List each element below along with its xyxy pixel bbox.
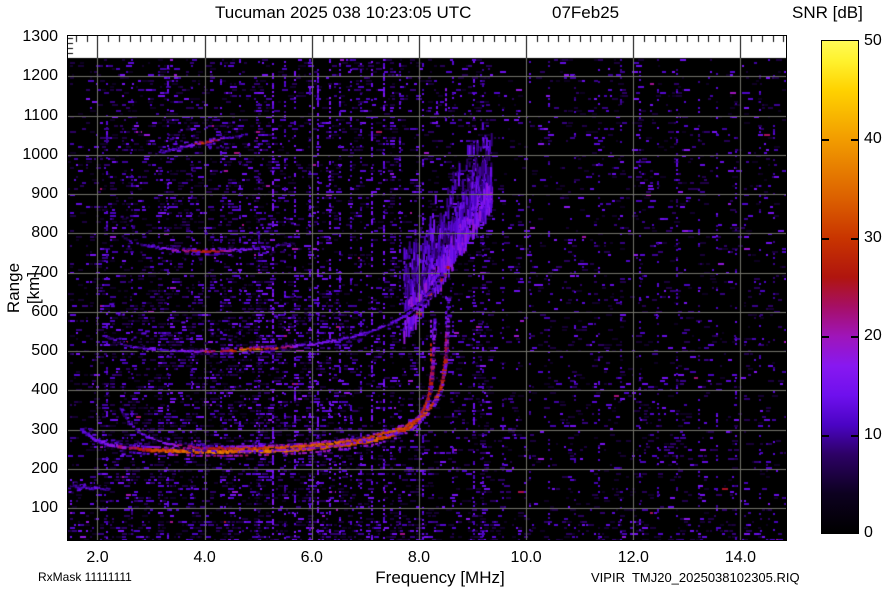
colorbar-tick-label: 10: [864, 425, 882, 443]
colorbar-tick-label: 20: [864, 327, 882, 345]
colorbar-gradient: [822, 41, 858, 533]
x-tick-label: 2.0: [86, 549, 109, 566]
colorbar-tick-mark: [851, 238, 858, 240]
colorbar-tick-mark: [851, 336, 858, 338]
y-tick-label: 300: [31, 420, 58, 438]
colorbar-tick-mark: [822, 139, 829, 141]
x-tick-label: 12.0: [617, 549, 649, 566]
plot-date: 07Feb25: [552, 3, 620, 22]
colorbar-tick-label: 40: [864, 130, 882, 148]
colorbar-tick-mark: [851, 435, 858, 437]
y-tick-label: 400: [31, 381, 58, 399]
colorbar-tick-mark: [851, 139, 858, 141]
colorbar-tick-mark: [822, 238, 829, 240]
y-tick-label: 1200: [22, 67, 58, 85]
x-tick-label: 4.0: [193, 549, 216, 566]
plot-frame: [67, 35, 787, 541]
y-axis-ticks: 100 200 300 400 500 600 700 800 900 1000 1100 1200 1…: [0, 0, 58, 595]
colorbar-tick-label: 0: [864, 524, 873, 541]
y-tick-label: 1000: [22, 145, 58, 163]
x-axis-title: Frequency [MHz]: [375, 568, 505, 587]
colorbar-tick-label: 50: [864, 32, 882, 49]
x-tick-label: 6.0: [300, 549, 323, 566]
y-tick-label: 600: [31, 302, 58, 320]
x-tick-label: 14.0: [724, 549, 757, 566]
x-tick-label: 8.0: [407, 549, 431, 566]
x-tick-label: 10.0: [510, 549, 542, 566]
y-tick-label: 1300: [22, 28, 58, 46]
file-name-label: VIPIR TMJ20_2025038102305.RIQ: [591, 570, 800, 585]
colorbar-tick-mark: [822, 435, 829, 437]
plot-title: Tucuman 2025 038 10:23:05 UTC: [215, 3, 472, 22]
y-tick-label: 100: [31, 499, 58, 517]
y-tick-label: 800: [31, 224, 58, 242]
colorbar-tick-label: 30: [864, 228, 882, 246]
y-tick-label: 700: [31, 263, 58, 281]
y-tick-label: 900: [31, 185, 58, 203]
rx-mask-label: RxMask 11111111: [38, 570, 132, 584]
colorbar-title: SNR [dB]: [792, 3, 863, 22]
y-tick-label: 500: [31, 342, 58, 360]
colorbar-tick-mark: [822, 336, 829, 338]
colorbar: [821, 40, 859, 534]
y-tick-label: 200: [31, 459, 58, 477]
y-tick-label: 1100: [23, 106, 58, 124]
ionogram-plot: [68, 36, 786, 540]
